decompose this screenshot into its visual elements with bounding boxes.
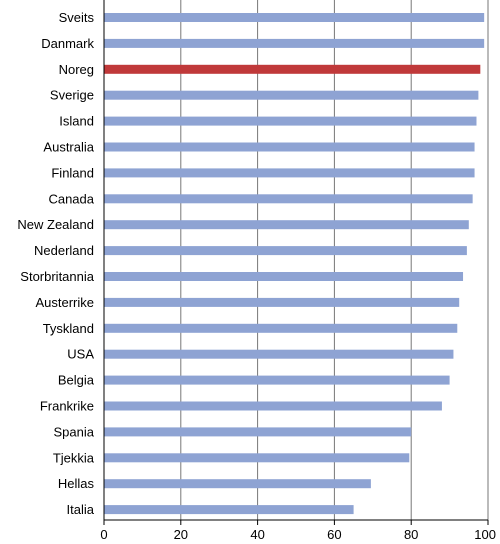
category-label: Italia (67, 502, 95, 517)
bar-hellas (104, 479, 371, 489)
category-label: Island (59, 114, 94, 129)
bar-belgia (104, 375, 450, 385)
bar-island (104, 116, 477, 126)
x-tick-label: 60 (327, 527, 341, 542)
bar-frankrike (104, 401, 442, 411)
category-label: Spania (54, 424, 95, 439)
x-axis: 0 20 40 60 80 100 (100, 0, 496, 542)
bars (104, 13, 485, 515)
category-label: Tyskland (43, 321, 94, 336)
category-label: Sveits (59, 10, 95, 25)
bar-canada (104, 194, 473, 204)
category-label: New Zealand (17, 217, 94, 232)
bar-tyskland (104, 323, 458, 333)
category-label: Tjekkia (53, 450, 95, 465)
bar-finland (104, 168, 475, 178)
category-label: Canada (48, 191, 94, 206)
category-label: Danmark (41, 36, 94, 51)
bar-danmark (104, 38, 485, 48)
category-label: Australia (43, 140, 94, 155)
bar-sveits (104, 13, 485, 22)
x-tick-label: 0 (100, 527, 107, 542)
bar-noreg (104, 64, 481, 74)
category-labels: Sveits Danmark Noreg Sverige Island Australia… (17, 10, 94, 517)
bar-austerrike (104, 297, 460, 307)
category-label: Noreg (59, 62, 94, 77)
bar-spania (104, 427, 412, 437)
category-label: USA (67, 347, 94, 362)
bar-new-zealand (104, 220, 469, 230)
bar-italia (104, 505, 354, 515)
gridlines (180, 0, 489, 520)
bar-sverige (104, 90, 479, 100)
x-tick-label: 80 (404, 527, 418, 542)
bar-usa (104, 349, 454, 359)
x-tick-label: 40 (250, 527, 264, 542)
x-tick-label: 100 (474, 527, 496, 542)
category-label: Finland (51, 165, 94, 180)
bar-tjekkia (104, 453, 410, 463)
category-label: Austerrike (35, 295, 94, 310)
bar-storbritannia (104, 272, 464, 281)
category-label: Hellas (58, 476, 95, 491)
category-label: Storbritannia (20, 269, 94, 284)
category-label: Belgia (58, 373, 95, 388)
x-tick-label: 20 (174, 527, 188, 542)
category-label: Sverige (50, 88, 94, 103)
category-label: Frankrike (40, 399, 94, 414)
category-label: Nederland (34, 243, 94, 258)
bar-nederland (104, 246, 467, 256)
bar-australia (104, 142, 475, 152)
